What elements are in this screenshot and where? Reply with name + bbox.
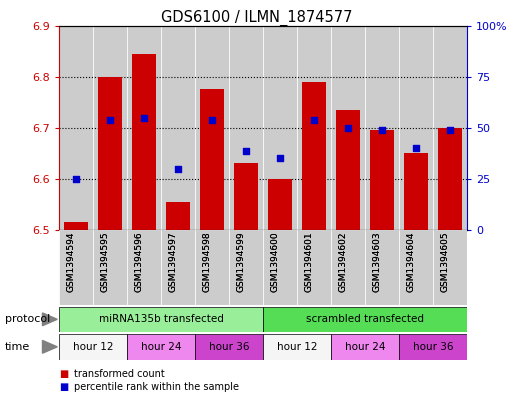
Bar xyxy=(161,230,195,305)
Point xyxy=(242,148,250,154)
Bar xyxy=(438,128,462,230)
Point xyxy=(140,114,148,121)
Text: percentile rank within the sample: percentile rank within the sample xyxy=(74,382,240,392)
Bar xyxy=(336,110,360,230)
Text: miRNA135b transfected: miRNA135b transfected xyxy=(98,314,223,324)
Bar xyxy=(93,230,127,305)
Text: GSM1394601: GSM1394601 xyxy=(305,231,314,292)
Text: GSM1394594: GSM1394594 xyxy=(67,231,76,292)
Bar xyxy=(297,26,331,230)
Bar xyxy=(98,77,122,230)
Bar xyxy=(59,307,263,332)
Bar xyxy=(195,230,229,305)
Text: GDS6100 / ILMN_1874577: GDS6100 / ILMN_1874577 xyxy=(161,10,352,26)
Bar xyxy=(234,163,258,230)
Bar xyxy=(195,26,229,230)
Bar xyxy=(365,26,399,230)
Text: ■: ■ xyxy=(59,382,68,392)
Text: hour 24: hour 24 xyxy=(141,342,181,352)
Bar xyxy=(59,230,93,305)
Text: GSM1394599: GSM1394599 xyxy=(237,231,246,292)
Text: GSM1394597: GSM1394597 xyxy=(169,231,178,292)
Point xyxy=(378,127,386,134)
Text: hour 36: hour 36 xyxy=(412,342,453,352)
Text: transformed count: transformed count xyxy=(74,369,165,379)
Point xyxy=(72,176,80,182)
Point xyxy=(106,117,114,123)
Text: GSM1394604: GSM1394604 xyxy=(407,231,416,292)
Point xyxy=(174,165,182,172)
Text: GSM1394602: GSM1394602 xyxy=(339,231,348,292)
Bar xyxy=(302,82,326,230)
Bar xyxy=(229,230,263,305)
Text: hour 12: hour 12 xyxy=(73,342,113,352)
Point xyxy=(310,117,318,123)
Bar xyxy=(404,153,428,230)
Bar xyxy=(399,334,467,360)
Point xyxy=(276,155,284,162)
Text: GSM1394599: GSM1394599 xyxy=(237,231,246,292)
Text: GSM1394605: GSM1394605 xyxy=(441,231,450,292)
Point xyxy=(208,117,216,123)
Text: GSM1394596: GSM1394596 xyxy=(135,231,144,292)
Bar xyxy=(263,26,297,230)
Text: GSM1394596: GSM1394596 xyxy=(135,231,144,292)
Text: GSM1394600: GSM1394600 xyxy=(271,231,280,292)
Bar xyxy=(263,307,467,332)
Text: hour 36: hour 36 xyxy=(209,342,249,352)
Text: GSM1394604: GSM1394604 xyxy=(407,231,416,292)
Text: GSM1394603: GSM1394603 xyxy=(373,231,382,292)
Text: GSM1394605: GSM1394605 xyxy=(441,231,450,292)
Bar xyxy=(331,26,365,230)
Bar xyxy=(399,230,433,305)
Text: GSM1394601: GSM1394601 xyxy=(305,231,314,292)
Bar xyxy=(433,26,467,230)
Bar xyxy=(127,230,161,305)
Bar xyxy=(331,334,399,360)
Text: GSM1394595: GSM1394595 xyxy=(101,231,110,292)
Bar xyxy=(229,26,263,230)
Bar xyxy=(127,26,161,230)
Text: GSM1394598: GSM1394598 xyxy=(203,231,212,292)
Bar xyxy=(433,230,467,305)
Bar xyxy=(370,130,394,230)
Bar xyxy=(331,230,365,305)
Bar xyxy=(195,334,263,360)
Text: GSM1394597: GSM1394597 xyxy=(169,231,178,292)
Text: GSM1394600: GSM1394600 xyxy=(271,231,280,292)
Text: hour 24: hour 24 xyxy=(345,342,385,352)
Polygon shape xyxy=(43,313,57,326)
Bar xyxy=(127,334,195,360)
Bar xyxy=(161,26,195,230)
Bar xyxy=(200,90,224,230)
Point xyxy=(344,125,352,131)
Text: time: time xyxy=(5,342,30,352)
Text: hour 12: hour 12 xyxy=(277,342,317,352)
Bar xyxy=(59,334,127,360)
Text: GSM1394602: GSM1394602 xyxy=(339,231,348,292)
Bar xyxy=(59,26,93,230)
Bar xyxy=(365,230,399,305)
Text: GSM1394595: GSM1394595 xyxy=(101,231,110,292)
Point xyxy=(412,145,420,151)
Bar xyxy=(268,179,292,230)
Text: GSM1394598: GSM1394598 xyxy=(203,231,212,292)
Point xyxy=(446,127,454,134)
Polygon shape xyxy=(43,340,57,353)
Text: ■: ■ xyxy=(59,369,68,379)
Bar xyxy=(166,202,190,230)
Bar xyxy=(93,26,127,230)
Bar xyxy=(132,54,156,230)
Bar xyxy=(399,26,433,230)
Text: protocol: protocol xyxy=(5,314,50,324)
Bar xyxy=(64,222,88,230)
Bar xyxy=(263,230,297,305)
Text: GSM1394594: GSM1394594 xyxy=(67,231,76,292)
Text: GSM1394603: GSM1394603 xyxy=(373,231,382,292)
Bar xyxy=(297,230,331,305)
Text: scrambled transfected: scrambled transfected xyxy=(306,314,424,324)
Bar xyxy=(263,334,331,360)
